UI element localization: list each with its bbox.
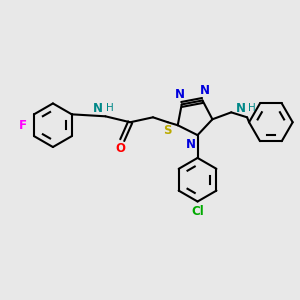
Text: H: H: [248, 103, 256, 113]
Text: N: N: [200, 85, 209, 98]
Text: F: F: [19, 119, 27, 132]
Text: H: H: [106, 103, 114, 113]
Text: S: S: [164, 124, 172, 137]
Text: N: N: [186, 138, 196, 151]
Text: O: O: [115, 142, 125, 155]
Text: N: N: [92, 102, 102, 115]
Text: N: N: [175, 88, 185, 101]
Text: Cl: Cl: [191, 206, 204, 218]
Text: N: N: [236, 102, 246, 115]
